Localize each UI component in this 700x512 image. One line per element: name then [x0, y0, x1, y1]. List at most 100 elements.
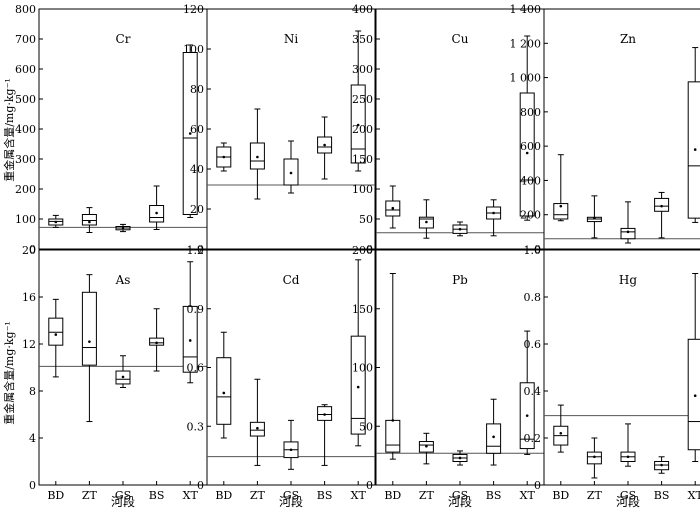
y-tick-label-cr-6: 600 [15, 63, 36, 76]
panel-title-zn: Zn [620, 32, 636, 46]
x-tick-label-as-bs: BS [149, 489, 165, 502]
mean-point-hg-gs [626, 455, 630, 459]
panel-cd: 0 0.3 0.6 0.9 1.2 Cd BD ZT GS BS XT [187, 244, 376, 502]
iqr-box-pb-bs [486, 423, 502, 454]
y-tick-label-ni-4: 80 [190, 83, 204, 96]
mean-point-as-bs [155, 341, 158, 345]
y-tick-label-zn-3: 600 [520, 140, 541, 153]
mean-point-cr-xt [188, 132, 192, 135]
x-tick-label-hg-xt: XT [688, 489, 700, 502]
y-tick-label-hg-5: 1.0 [524, 244, 542, 257]
y-tick-label-hg-4: 0.8 [524, 291, 542, 304]
y-tick-label-cr-3: 300 [15, 153, 36, 166]
y-tick-label-cd-1: 0.3 [187, 420, 205, 433]
iqr-box-zn-gs [620, 227, 636, 240]
x-tick-label-as-bd: BD [47, 489, 64, 502]
box-ni-zt [249, 108, 265, 200]
mean-point-as-xt [188, 339, 192, 342]
panel-cr: 0 100 200 300 400 500 600 700 800 Cr [15, 3, 208, 256]
y-tick-label-zn-2: 400 [520, 174, 541, 187]
x-tick-label-pb-gs: GS [452, 489, 468, 502]
box-as-zt [81, 274, 97, 423]
y-tick-label-cr-0: 0 [29, 243, 36, 256]
box-as-gs [115, 355, 131, 388]
x-tick-label-cd-bs: BS [317, 489, 333, 502]
y-tick-label-hg-3: 0.6 [524, 338, 542, 351]
panel-hg: 0 0.2 0.4 0.6 0.8 1.0 Hg BD ZT GS BS XT [524, 244, 700, 502]
box-hg-bs [654, 456, 670, 474]
panel-as: 0 4 8 12 16 20 As BD ZT GS BS XT [22, 244, 208, 502]
y-tick-label-hg-0: 0 [534, 479, 541, 492]
y-tick-label-cu-3: 150 [352, 153, 373, 166]
mean-point-ni-zt [256, 155, 259, 159]
mean-point-cd-zt [256, 426, 259, 430]
iqr-box-pb-bd [385, 419, 401, 453]
iqr-box-hg-xt [687, 338, 700, 451]
mean-point-zn-bd [559, 204, 563, 208]
mean-point-as-gs [121, 375, 125, 379]
mean-point-ni-gs [289, 171, 293, 175]
box-ni-xt [350, 30, 366, 172]
panel-title-cr: Cr [116, 32, 131, 46]
x-tick-label-cd-zt: ZT [250, 489, 266, 502]
y-axis-label-top: 重金属含量/mg·kg⁻¹ [2, 78, 16, 182]
box-cr-bs [149, 185, 165, 230]
mean-point-cr-gs [121, 226, 125, 230]
mean-point-cd-bs [323, 413, 326, 416]
x-tick-label-cd-xt: XT [351, 489, 367, 502]
box-zn-gs [620, 201, 636, 244]
mean-point-pb-xt [525, 414, 529, 417]
iqr-box-cd-xt [350, 335, 366, 435]
y-tick-label-ni-6: 120 [183, 3, 204, 16]
y-tick-label-cr-7: 700 [15, 33, 36, 46]
mean-point-pb-bs [492, 435, 495, 439]
x-tick-label-pb-xt: XT [520, 489, 536, 502]
box-cd-xt [350, 259, 366, 447]
box-cr-gs [115, 223, 131, 233]
box-ni-gs [283, 140, 299, 194]
y-tick-label-pb-4: 200 [352, 244, 373, 257]
panel-frame-zn [543, 8, 700, 250]
box-zn-xt [687, 47, 700, 223]
box-cd-bs [317, 404, 333, 466]
y-axis-label-bottom: 重金属含量/mg·kg⁻¹ [2, 321, 16, 425]
y-tick-label-pb-2: 100 [352, 362, 373, 375]
mean-point-zn-xt [693, 148, 697, 151]
x-axis-label-3: 河段 [448, 494, 472, 509]
x-tick-label-hg-bd: BD [552, 489, 569, 502]
iqr-box-cr-zt [81, 214, 97, 226]
y-tick-label-ni-5: 100 [183, 43, 204, 56]
y-tick-label-ni-1: 20 [190, 203, 204, 216]
y-tick-label-cu-5: 250 [352, 93, 373, 106]
box-hg-xt [687, 273, 700, 462]
x-tick-label-pb-bs: BS [486, 489, 502, 502]
y-tick-label-as-5: 20 [22, 244, 36, 257]
x-axis-label-2: 河段 [279, 494, 303, 509]
box-zn-bs [654, 191, 670, 239]
y-tick-label-cr-2: 200 [15, 183, 36, 196]
iqr-box-cu-xt [519, 92, 535, 217]
mean-point-hg-zt [593, 455, 596, 459]
x-tick-label-cd-gs: GS [283, 489, 299, 502]
box-pb-bs [486, 398, 502, 466]
panel-title-hg: Hg [619, 273, 637, 287]
iqr-box-as-zt [81, 291, 97, 366]
y-tick-label-ni-3: 60 [190, 123, 204, 136]
y-tick-label-pb-3: 150 [352, 303, 373, 316]
x-tick-label-as-zt: ZT [82, 489, 98, 502]
mean-point-zn-gs [626, 230, 630, 234]
box-cu-gs [452, 221, 468, 237]
mean-point-pb-gs [458, 456, 462, 460]
x-tick-label-hg-gs: GS [620, 489, 636, 502]
x-tick-label-hg-zt: ZT [587, 489, 603, 502]
x-tick-label-pb-zt: ZT [419, 489, 435, 502]
panel-title-ni: Ni [284, 32, 299, 46]
mean-point-ni-bs [323, 143, 326, 147]
box-cu-xt [519, 35, 535, 221]
box-cu-zt [418, 199, 434, 239]
y-tick-label-zn-5: 1 000 [510, 72, 542, 85]
x-tick-label-cd-bd: BD [215, 489, 232, 502]
y-tick-label-as-1: 4 [29, 432, 36, 445]
box-pb-gs [452, 450, 468, 466]
mean-point-as-zt [88, 340, 91, 343]
